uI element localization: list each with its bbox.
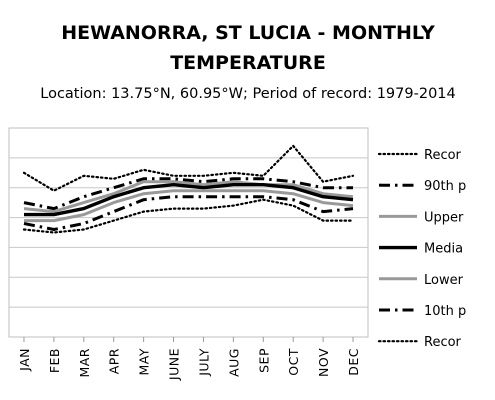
plot-border	[8, 127, 369, 338]
legend-label-0: Recor	[424, 148, 462, 163]
x-tick-label: AUG	[226, 348, 241, 377]
x-tick-label: APR	[107, 348, 122, 374]
chart-title-line-1: HEWANORRA, ST LUCIA - MONTHLY	[61, 22, 435, 44]
x-tick-label: JAN	[17, 348, 32, 372]
plot-area	[8, 127, 369, 338]
x-tick-label: DEC	[346, 348, 361, 376]
x-tick-label: FEB	[47, 348, 62, 373]
x-axis: JAN FEB MAR APR MAY JUNE JULY AUG SEP OCT NOV DEC	[17, 337, 361, 381]
series-line-6	[22, 198, 355, 234]
chart-subtitle: Location: 13.75°N, 60.95°W; Period of re…	[40, 86, 456, 102]
series-line-0	[22, 144, 355, 192]
legend-label-4: Lower	[424, 273, 464, 288]
x-tick-label: MAR	[77, 348, 92, 378]
legend-label-3: Media	[424, 242, 463, 257]
series-layer	[22, 144, 355, 234]
chart-title: HEWANORRA, ST LUCIA - MONTHLY TEMPERATUR…	[61, 22, 435, 74]
series-line-3	[24, 182, 354, 217]
x-tick-label: MAY	[137, 348, 152, 376]
x-tick-label: OCT	[286, 348, 301, 376]
x-tick-label: JULY	[196, 348, 211, 377]
series-line-1	[23, 177, 353, 211]
x-tick-label: SEP	[256, 348, 271, 373]
series-line-2	[23, 180, 354, 214]
legend: Recor 90th p Upper Media Lower 10th p Recor	[377, 148, 466, 350]
legend-label-2: Upper	[424, 210, 464, 225]
legend-label-6: Recor	[424, 335, 462, 350]
series-line-4	[24, 189, 354, 223]
legend-label-1: 90th p	[424, 179, 466, 194]
x-tick-label: JUNE	[167, 348, 182, 381]
chart-title-line-2: TEMPERATURE	[170, 52, 326, 74]
series-line-5	[23, 195, 354, 231]
x-tick-label: NOV	[316, 348, 331, 377]
legend-label-5: 10th p	[424, 304, 466, 319]
